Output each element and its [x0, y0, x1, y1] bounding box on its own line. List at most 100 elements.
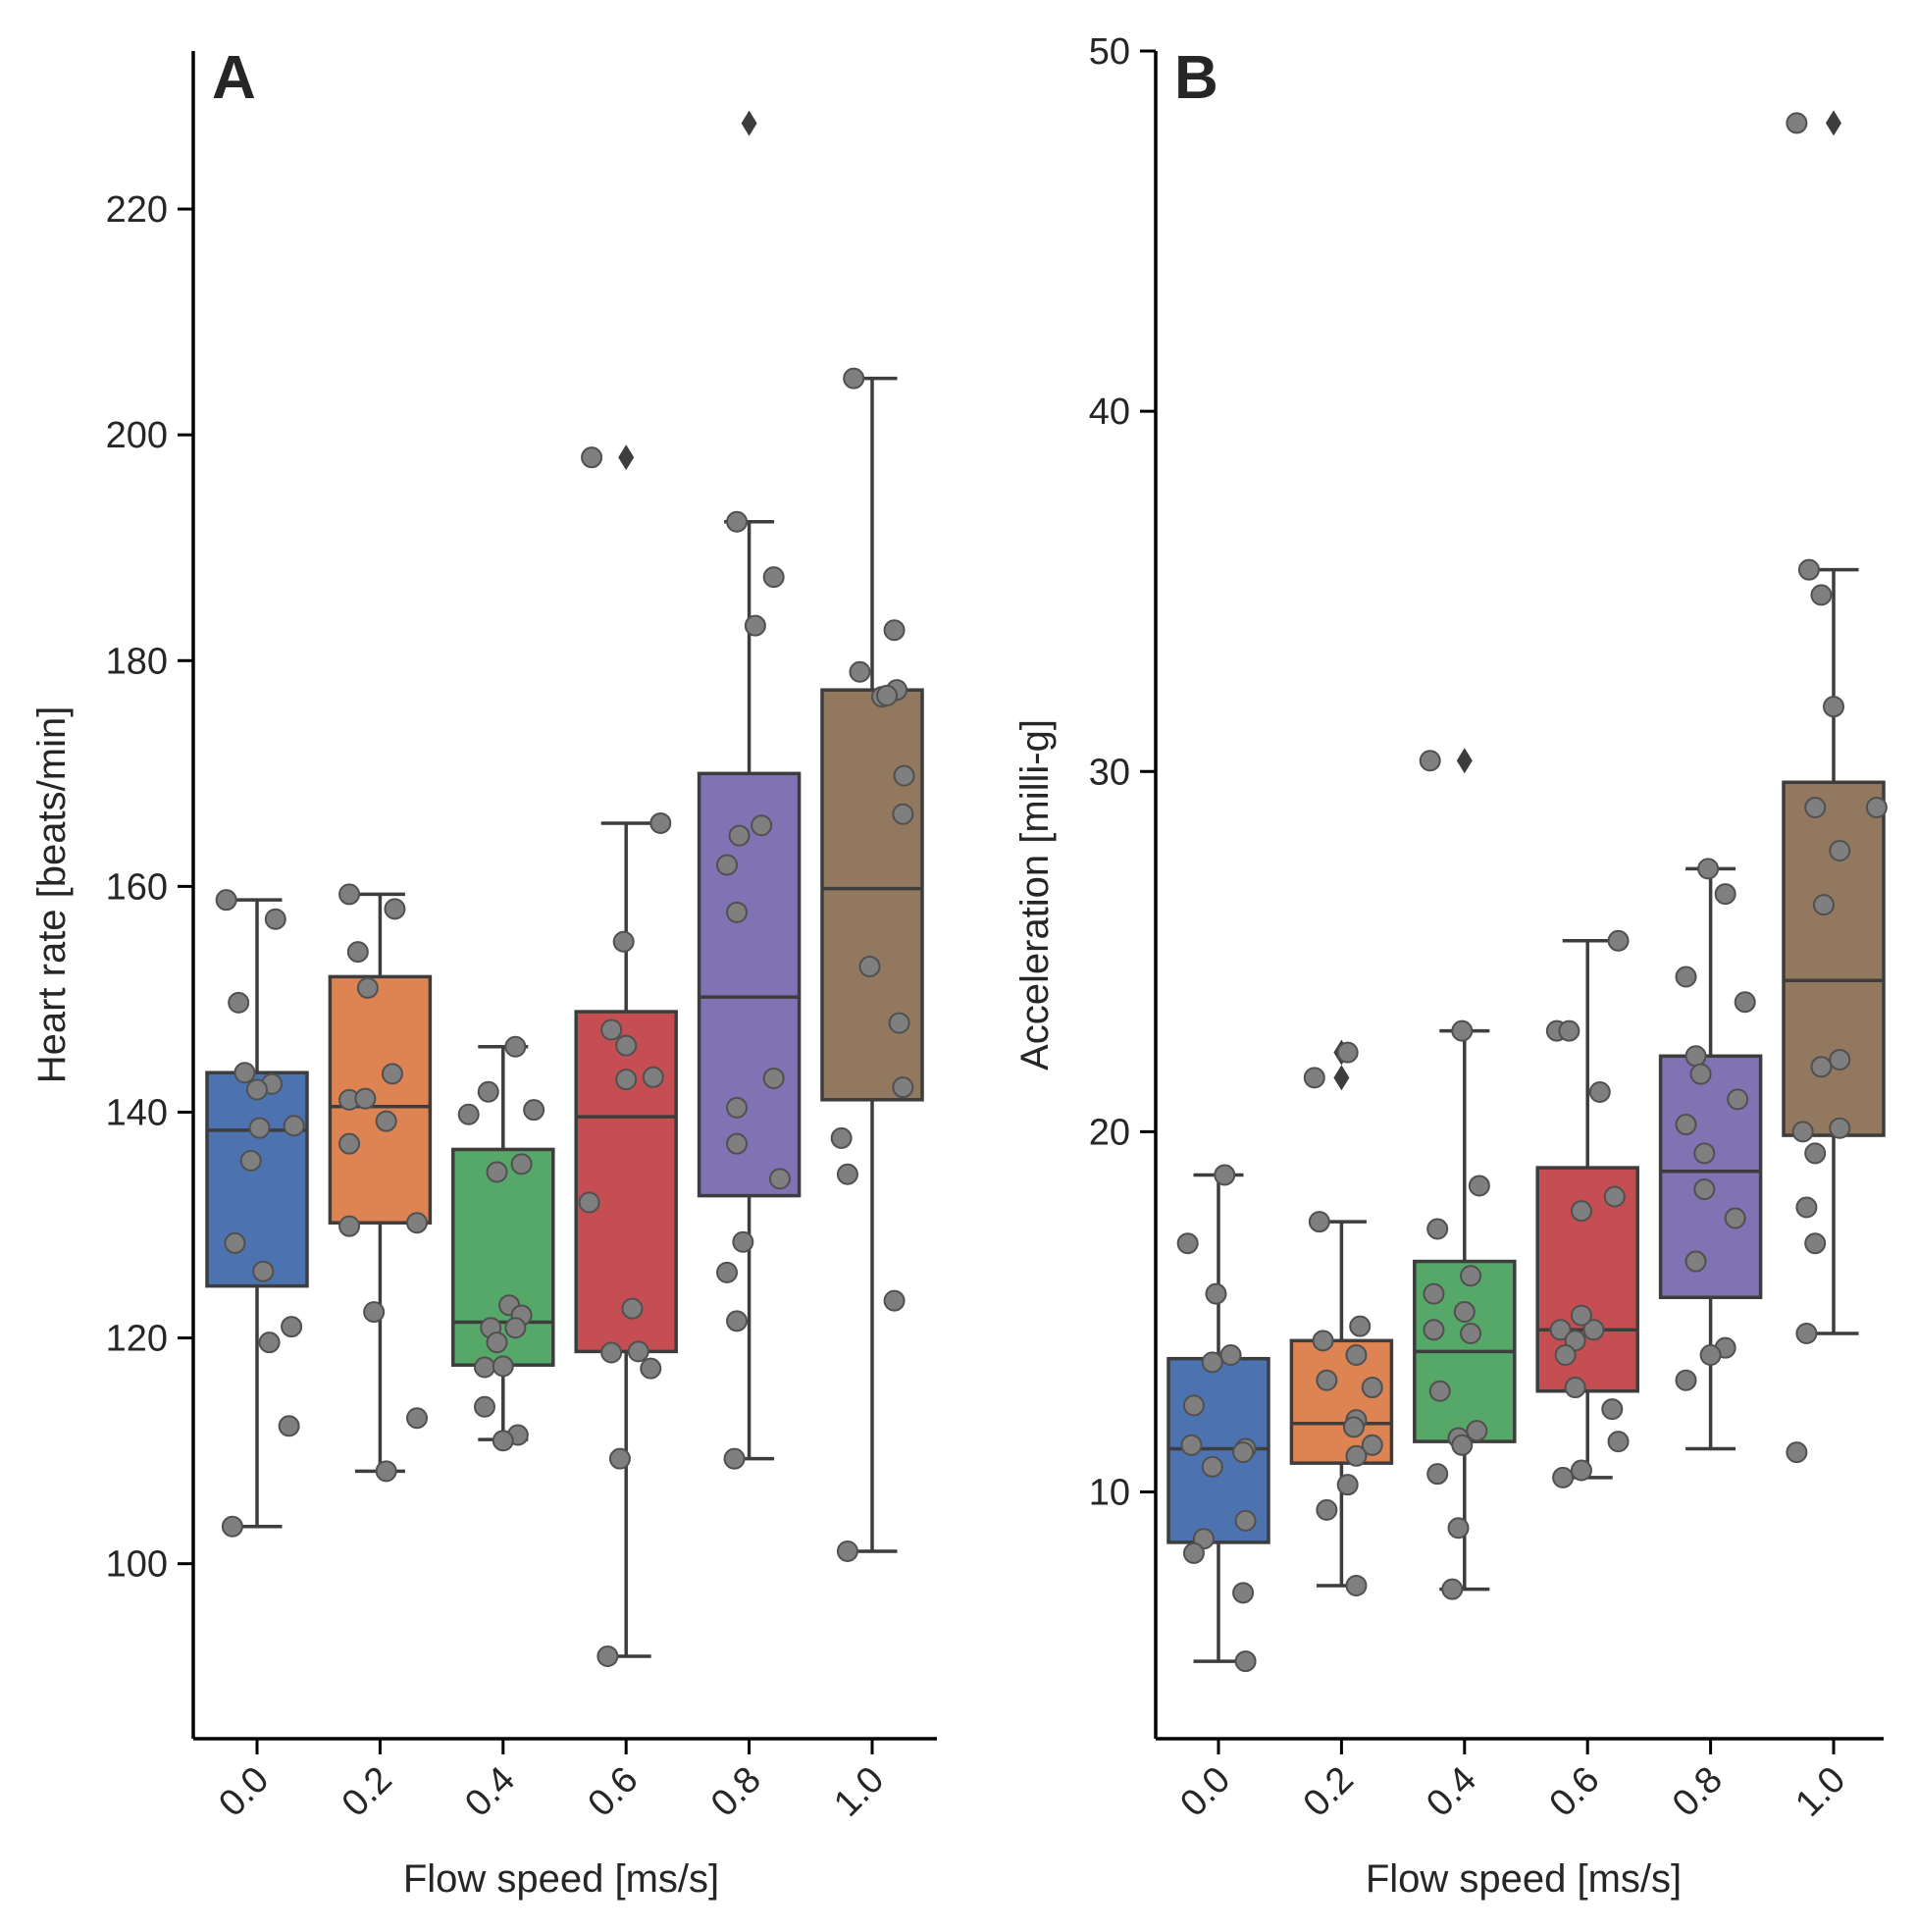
- panel-a-data-point: [457, 1103, 480, 1125]
- panel-a-data-point: [726, 1096, 749, 1119]
- panel-b-data-point: [1205, 1282, 1227, 1305]
- panel-a-data-point: [473, 1356, 495, 1379]
- panel-a-box-body: [451, 1147, 555, 1367]
- panel-b-y-tick-label: 30: [1089, 752, 1130, 793]
- panel-a-outlier-marker: [618, 444, 635, 471]
- panel-a-data-point: [726, 510, 749, 533]
- panel-a-data-point: [504, 1317, 527, 1339]
- panel-b-data-point: [1810, 584, 1833, 606]
- panel-b-data-point: [1460, 1322, 1482, 1344]
- panel-b-data-point: [1342, 1416, 1365, 1438]
- panel-a-box-4: [697, 110, 802, 1461]
- panel-b-data-point: [1316, 1498, 1338, 1521]
- panel-a-box-0: [205, 898, 309, 1529]
- panel-a-data-point: [523, 1099, 545, 1122]
- panel-b-y-tick-label: 40: [1089, 392, 1130, 433]
- panel-a-data-point: [504, 1035, 527, 1058]
- panel-a-data-point: [338, 883, 361, 906]
- panel-a-data-point: [876, 684, 899, 706]
- panel-b-data-point: [1201, 1455, 1223, 1478]
- panel-b-data-point: [1734, 991, 1756, 1014]
- panel-b-data-point: [1214, 1164, 1236, 1186]
- panel-b-data-point: [1312, 1330, 1334, 1352]
- panel-a-box-2: [451, 1044, 555, 1441]
- panel-b-data-point: [1219, 1344, 1242, 1367]
- panel-a-data-point: [233, 1062, 256, 1084]
- panel-b-data-point: [1724, 1207, 1746, 1229]
- panel-a-data-point: [473, 1395, 495, 1418]
- panel-b-data-point: [1182, 1394, 1205, 1417]
- panel-a-data-point: [716, 1261, 739, 1283]
- panel-a-data-point: [649, 811, 672, 834]
- panel-a-data-point: [381, 1063, 403, 1085]
- panel-a-box-body: [820, 688, 924, 1102]
- panel-b-data-point: [1689, 1063, 1712, 1085]
- panel-b-data-point: [1451, 1019, 1474, 1042]
- panel-b-y-tick-label: 50: [1089, 31, 1130, 73]
- panel-b-data-point: [1804, 796, 1827, 818]
- panel-b-data-point: [1558, 1019, 1580, 1042]
- panel-b-data-point: [1182, 1541, 1205, 1564]
- panel-a-y-tick-label: 220: [106, 189, 168, 231]
- panel-a-data-point: [239, 1149, 262, 1172]
- panel-b-data-point: [1607, 1431, 1630, 1453]
- panel-a-box-body: [574, 1010, 678, 1354]
- panel-b-data-point: [1675, 1369, 1697, 1391]
- panel-a-data-point: [228, 991, 250, 1014]
- panel-a-data-point: [728, 824, 751, 847]
- panel-b-letter: B: [1174, 44, 1218, 112]
- panel-a-y-tick-label: 120: [106, 1319, 168, 1360]
- panel-a-data-point: [716, 854, 739, 876]
- panel-a-x-axis-label: Flow speed [ms/s]: [403, 1857, 719, 1901]
- panel-a-data-point: [615, 1034, 638, 1057]
- panel-a-data-point: [363, 1301, 386, 1324]
- panel-a-box-body: [205, 1070, 309, 1288]
- panel-b-x-axis-label: Flow speed [ms/s]: [1366, 1857, 1682, 1901]
- panel-b-data-point: [1570, 1304, 1592, 1327]
- panel-b-data-point: [1804, 1232, 1827, 1255]
- panel-b-data-point: [1714, 883, 1736, 906]
- panel-b-data-point: [1428, 1380, 1451, 1402]
- panel-b-data-point: [1451, 1434, 1474, 1456]
- panel-b-data-point: [1423, 1319, 1445, 1341]
- panel-b-data-point: [1419, 750, 1441, 772]
- panel-b-data-point: [1804, 1142, 1827, 1165]
- panel-a-data-point: [406, 1407, 429, 1430]
- panel-a-data-point: [596, 1645, 619, 1668]
- panel-b-data-point: [1693, 1142, 1716, 1165]
- panel-a-data-point: [346, 941, 369, 964]
- panel-b-data-point: [1316, 1369, 1338, 1391]
- panel-a-data-point: [612, 930, 635, 953]
- panel-a-data-point: [283, 1115, 305, 1137]
- panel-a-data-point: [723, 1447, 746, 1470]
- panel-a-data-point: [762, 566, 785, 589]
- panel-b-data-point: [1426, 1463, 1449, 1486]
- panel-a-data-point: [744, 614, 766, 637]
- panel-a-data-point: [246, 1078, 268, 1101]
- panel-b-data-point: [1697, 858, 1720, 880]
- panel-a-data-point: [354, 1087, 377, 1110]
- panel-b-data-point: [1176, 1232, 1199, 1255]
- panel-b-y-tick-label: 20: [1089, 1112, 1130, 1153]
- panel-a-data-point: [492, 1430, 514, 1452]
- panel-a-data-point: [627, 1340, 649, 1363]
- panel-b-data-point: [1829, 840, 1851, 862]
- panel-a-data-point: [640, 1357, 662, 1380]
- panel-b-data-point: [1865, 796, 1888, 818]
- panel-a-data-point: [621, 1297, 644, 1320]
- panel-a-data-point: [224, 1231, 246, 1254]
- panel-a-box-1: [328, 892, 433, 1474]
- panel-a-data-point: [252, 1260, 275, 1282]
- panel-a-data-point: [893, 764, 915, 787]
- panel-b-data-point: [1601, 1398, 1624, 1421]
- panel-a-data-point: [510, 1153, 533, 1175]
- panel-b-data-point: [1234, 1509, 1257, 1532]
- panel-a-data-point: [883, 619, 906, 642]
- panel-a-data-point: [375, 1460, 397, 1483]
- panel-a-data-point: [486, 1161, 508, 1183]
- panel-b-data-point: [1361, 1377, 1383, 1399]
- panel-a-data-point: [486, 1332, 508, 1354]
